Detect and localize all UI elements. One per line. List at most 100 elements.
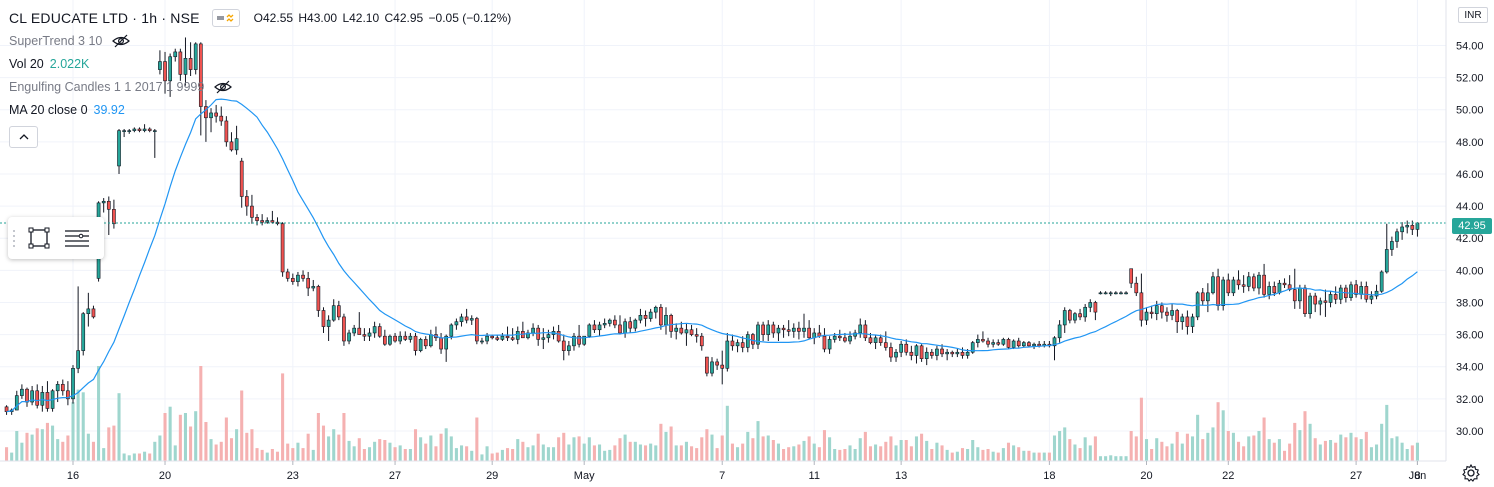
volume-bar	[1359, 439, 1363, 461]
candle-body	[1068, 310, 1072, 321]
lines-tool-button[interactable]	[58, 219, 96, 257]
volume-bar	[444, 428, 448, 461]
candle	[444, 334, 449, 362]
candle	[398, 331, 403, 345]
volume-bar	[1375, 444, 1379, 461]
candle	[198, 42, 203, 136]
time-tick-label: 22	[1222, 470, 1234, 482]
volume-bar	[705, 429, 709, 461]
candle	[735, 339, 740, 353]
candle	[766, 320, 771, 342]
drag-handle[interactable]	[8, 223, 20, 253]
volume-bar	[1155, 438, 1159, 461]
candle	[101, 198, 106, 213]
currency-label[interactable]: INR	[1458, 7, 1488, 23]
volume-bar	[950, 452, 954, 461]
ma-line	[6, 98, 1418, 413]
volume-bar	[817, 447, 821, 461]
volume-bar	[500, 449, 504, 461]
candle	[505, 326, 510, 342]
candle-body	[1384, 249, 1389, 273]
candle	[347, 329, 351, 345]
volume-bar	[782, 449, 786, 461]
volume-bar	[598, 444, 602, 461]
drawing-toolbar[interactable]	[8, 217, 104, 259]
candle	[628, 316, 633, 333]
symbol-title[interactable]: CL EDUCATE LTD · 1h · NSE	[9, 9, 200, 26]
volume-bar	[771, 440, 775, 461]
volume-bar	[654, 445, 658, 461]
candle	[367, 328, 372, 342]
candle	[889, 342, 893, 362]
candle-body	[1057, 324, 1062, 339]
candle	[60, 379, 65, 396]
volume-bar	[1267, 439, 1271, 461]
candle	[577, 324, 581, 348]
change-value: −0.05 (−0.12%)	[428, 10, 512, 25]
volume-bar	[260, 449, 264, 461]
candle-body	[290, 278, 295, 282]
candle	[781, 324, 786, 338]
candle	[1390, 236, 1394, 256]
candle	[689, 324, 694, 337]
volume-bar	[664, 431, 668, 461]
candle	[1093, 300, 1098, 321]
candle-body	[1221, 279, 1226, 306]
candle-body	[1318, 300, 1323, 305]
gear-icon[interactable]	[1462, 464, 1480, 482]
candle	[377, 323, 382, 338]
candle	[1313, 292, 1318, 313]
time-tick-label: 16	[67, 470, 79, 482]
candle	[899, 341, 903, 358]
volume-bar	[10, 452, 14, 461]
volume-bar	[1201, 439, 1205, 461]
candle-body	[147, 128, 152, 131]
volume-bar	[465, 446, 469, 461]
volume-bar	[730, 443, 734, 461]
volume-bar	[1329, 440, 1333, 461]
volume-bar	[603, 450, 607, 461]
candle	[188, 42, 193, 77]
price-tick-label: 32.00	[1456, 394, 1484, 406]
indicator-row-ma[interactable]: MA 20 close 0 39.92	[9, 98, 513, 121]
candle-body	[1333, 294, 1338, 300]
eye-off-icon[interactable]	[112, 34, 131, 48]
candle-body	[101, 200, 106, 204]
candle	[270, 210, 275, 224]
volume-bar	[1052, 435, 1057, 461]
candle	[725, 332, 730, 372]
collapse-legend-button[interactable]	[9, 126, 38, 148]
candle-body	[301, 274, 305, 279]
candle	[480, 337, 484, 345]
candle-body	[1078, 313, 1082, 318]
price-axis-ticks: 54.00 52.00 50.00 48.00 46.00 44.00 42.00 40.00…	[1456, 41, 1484, 438]
candle-body	[628, 321, 633, 329]
indicator-row-vol[interactable]: Vol 20 2.022K	[9, 52, 513, 75]
volume-bar	[1037, 452, 1041, 461]
candle-body	[1170, 310, 1174, 316]
candle-body	[127, 130, 132, 132]
volume-bar	[572, 437, 576, 461]
volume-bar	[296, 442, 300, 461]
volume-bar	[1395, 436, 1399, 461]
candle-body	[546, 334, 551, 339]
candle-body	[904, 343, 909, 353]
candle	[106, 196, 111, 236]
candle	[1134, 276, 1139, 297]
indicator-row-supertrend[interactable]: SuperTrend 3 10	[9, 29, 513, 52]
candle-body	[664, 315, 668, 326]
candle	[786, 320, 791, 337]
volume-bar	[807, 436, 811, 461]
candle-body	[347, 332, 351, 342]
candle-body	[260, 220, 264, 223]
rectangle-tool-button[interactable]	[20, 219, 58, 257]
compare-toggle-button[interactable]	[211, 8, 240, 27]
candle-body	[306, 278, 310, 289]
indicator-row-engulfing[interactable]: Engulfing Candles 1 1 2017 1 9999	[9, 75, 513, 98]
time-tick-label: May	[574, 470, 595, 482]
volume-bar	[751, 438, 755, 461]
eye-off-icon[interactable]	[214, 80, 233, 94]
candle	[1303, 284, 1307, 317]
candle-body	[198, 43, 203, 107]
